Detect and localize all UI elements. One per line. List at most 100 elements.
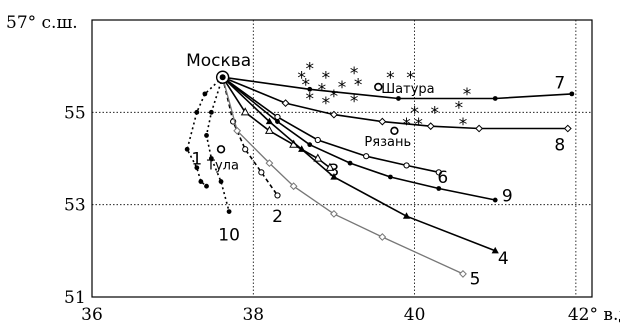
trajectory-point-8 bbox=[330, 110, 338, 119]
trajectory-point-10 bbox=[208, 109, 214, 115]
city-label: Рязань bbox=[364, 135, 411, 150]
precip-star: * bbox=[402, 115, 411, 135]
x-tick-label: 36 bbox=[81, 305, 103, 325]
trajectory-line-2 bbox=[221, 77, 279, 196]
trajectory-label-8: 8 bbox=[554, 136, 565, 156]
precip-star: * bbox=[350, 64, 359, 84]
trajectory-point-9 bbox=[275, 119, 280, 124]
plot-frame bbox=[91, 19, 593, 298]
precip-star: * bbox=[410, 103, 419, 123]
city-marker-center bbox=[219, 74, 226, 81]
grid-lines bbox=[92, 20, 592, 297]
precip-star: * bbox=[386, 69, 395, 89]
trajectory-point-2 bbox=[242, 146, 249, 153]
trajectory-point-7 bbox=[396, 96, 401, 101]
precip-star: * bbox=[322, 94, 331, 114]
trajectory-point-9 bbox=[492, 197, 498, 203]
trajectory-point-3 bbox=[325, 162, 335, 171]
trajectory-point-5 bbox=[378, 233, 387, 241]
trajectory-point-1 bbox=[202, 91, 208, 97]
trajectory-point-9 bbox=[307, 142, 313, 148]
trajectory-point-1 bbox=[194, 165, 200, 171]
trajectory-point-7 bbox=[492, 96, 498, 101]
precip-star: * bbox=[297, 69, 306, 89]
trajectory-point-2 bbox=[258, 169, 265, 176]
precip-star: * bbox=[322, 69, 331, 89]
trajectory-point-2 bbox=[274, 192, 281, 199]
trajectory-point-4 bbox=[491, 246, 499, 254]
trajectory-label-7: 7 bbox=[554, 73, 565, 93]
trajectory-label-4: 4 bbox=[498, 249, 509, 269]
x-tick-label: 40 bbox=[404, 305, 426, 325]
precip-star: * bbox=[338, 78, 347, 98]
trajectory-point-10 bbox=[218, 179, 224, 184]
trajectory-point-8 bbox=[475, 124, 484, 133]
trajectory-point-5 bbox=[265, 159, 274, 168]
city-marker bbox=[216, 145, 226, 154]
x-tick-label: 38 bbox=[242, 305, 264, 325]
city-label: Шатура bbox=[381, 82, 434, 97]
trajectory-line-10 bbox=[205, 76, 230, 212]
trajectory-point-6 bbox=[363, 153, 370, 160]
trajectory-point-5 bbox=[330, 209, 338, 218]
trajectory-point-6 bbox=[403, 162, 410, 169]
x-tick-label: 42° в.д. bbox=[568, 305, 620, 325]
trajectory-point-4 bbox=[265, 117, 274, 125]
trajectory-point-3 bbox=[313, 153, 323, 162]
precip-star: * bbox=[301, 76, 310, 96]
trajectory-point-8 bbox=[378, 117, 387, 126]
trajectories bbox=[184, 76, 575, 278]
cities: Москва Шатура Рязань Тула bbox=[186, 51, 435, 173]
trajectory-label-2: 2 bbox=[272, 207, 283, 227]
trajectory-point-10 bbox=[204, 133, 209, 138]
trajectory-point-9 bbox=[387, 174, 393, 180]
precip-star: * bbox=[430, 103, 439, 123]
y-tick-label: 51 bbox=[64, 288, 86, 308]
y-tick-label: 57° с.ш. bbox=[6, 13, 78, 33]
trajectory-label-3: 3 bbox=[329, 161, 340, 181]
trajectory-point-8 bbox=[281, 99, 290, 108]
trajectory-point-10 bbox=[208, 156, 214, 161]
trajectory-point-9 bbox=[436, 186, 442, 191]
trajectory-label-1: 1 bbox=[191, 150, 202, 170]
trajectory-point-9 bbox=[347, 160, 353, 166]
city-marker bbox=[390, 126, 399, 136]
trajectory-label-9: 9 bbox=[502, 186, 513, 206]
precip-star: * bbox=[455, 99, 464, 119]
y-tick-label: 53 bbox=[64, 196, 86, 216]
trajectory-point-3 bbox=[240, 107, 250, 116]
trajectory-point-5 bbox=[459, 270, 467, 278]
trajectory-point-6 bbox=[274, 113, 281, 121]
trajectory-line-4 bbox=[222, 76, 496, 252]
precip-star: * bbox=[459, 115, 468, 135]
city-label: Тула bbox=[206, 158, 239, 173]
precip-star: * bbox=[350, 92, 359, 112]
trajectory-point-6 bbox=[314, 136, 321, 144]
y-tick-label: 55 bbox=[64, 103, 86, 123]
trajectory-point-5 bbox=[233, 126, 242, 135]
trajectory-labels: 1 10 2 5 3 4 9 6 8 7 bbox=[191, 73, 565, 289]
trajectory-label-6: 6 bbox=[437, 168, 448, 188]
city-label: Москва bbox=[186, 51, 251, 71]
trajectory-label-10: 10 bbox=[218, 226, 240, 246]
trajectory-point-5 bbox=[289, 182, 298, 191]
trajectory-point-1 bbox=[194, 109, 200, 115]
trajectory-point-10 bbox=[226, 209, 232, 214]
trajectory-point-4 bbox=[298, 145, 306, 152]
trajectory-point-8 bbox=[563, 124, 572, 133]
precip-star: * bbox=[463, 85, 472, 105]
trajectory-label-5: 5 bbox=[470, 270, 481, 290]
precip-star: * bbox=[330, 87, 339, 107]
trajectory-point-8 bbox=[426, 122, 435, 131]
precip-star: * bbox=[406, 69, 415, 89]
precip-star: * bbox=[354, 76, 363, 96]
precip-star: * bbox=[305, 59, 314, 79]
trajectory-point-4 bbox=[402, 212, 411, 219]
city-marker bbox=[374, 82, 383, 92]
precip-star: * bbox=[305, 89, 314, 109]
trajectory-point-1 bbox=[198, 179, 204, 184]
trajectory-point-3 bbox=[264, 125, 274, 134]
trajectory-point-7 bbox=[569, 91, 575, 97]
